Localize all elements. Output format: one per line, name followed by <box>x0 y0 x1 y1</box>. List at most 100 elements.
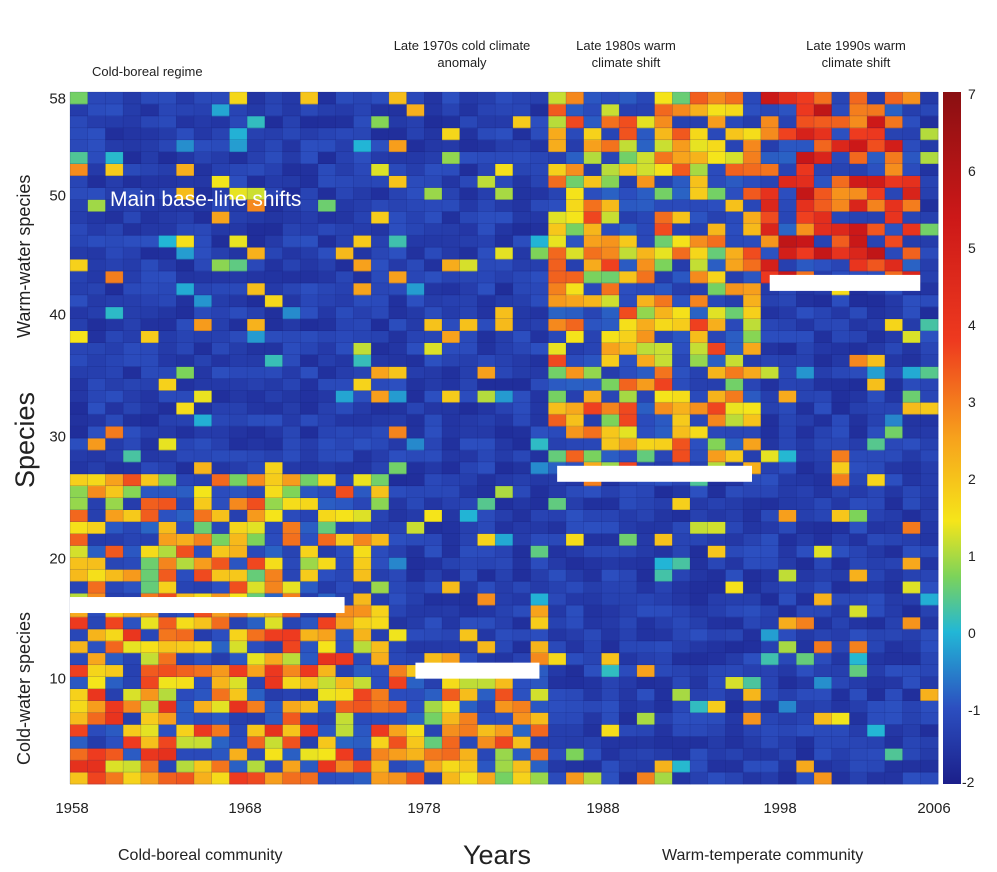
heatmap-cell <box>318 533 337 546</box>
heatmap-cell <box>884 211 903 224</box>
heatmap-cell <box>70 628 89 642</box>
heatmap-cell <box>353 449 372 463</box>
heatmap-cell <box>566 187 585 200</box>
heatmap-cell <box>459 545 478 558</box>
heatmap-cell <box>902 449 921 463</box>
heatmap-cell <box>619 414 638 427</box>
heatmap-cell <box>707 688 726 701</box>
heatmap-cell <box>495 139 514 153</box>
heatmap-cell <box>672 569 691 582</box>
heatmap-cell <box>814 605 833 618</box>
heatmap-cell <box>636 187 655 200</box>
heatmap-cell <box>300 628 319 642</box>
heatmap-cell <box>725 449 744 463</box>
heatmap-cell <box>672 748 691 761</box>
heatmap-cell <box>814 402 833 415</box>
heatmap-cell <box>477 223 496 236</box>
heatmap-cell <box>442 605 461 618</box>
heatmap-cell <box>796 593 815 606</box>
heatmap-cell <box>123 151 142 164</box>
heatmap-cell <box>70 235 89 248</box>
heatmap-cell <box>353 318 372 332</box>
heatmap-cell <box>459 366 478 379</box>
heatmap-cell <box>176 640 195 654</box>
heatmap-cell <box>884 533 903 546</box>
heatmap-cell <box>512 736 531 749</box>
heatmap-cell <box>264 366 283 379</box>
heatmap-cell <box>442 151 461 164</box>
heatmap-cell <box>814 342 833 355</box>
heatmap-cell <box>123 676 142 689</box>
heatmap-cell <box>601 652 620 666</box>
heatmap-cell <box>459 652 478 666</box>
heatmap-cell <box>654 282 673 296</box>
heatmap-cell <box>814 211 833 224</box>
heatmap-cell <box>601 485 620 499</box>
heatmap-cell <box>424 270 443 284</box>
heatmap-cell <box>406 151 425 164</box>
heatmap-cell <box>636 497 655 510</box>
heatmap-cell <box>158 294 177 308</box>
heatmap-cell <box>123 736 142 749</box>
heatmap-cell <box>601 628 620 642</box>
heatmap-cell <box>87 270 106 284</box>
heatmap-cell <box>105 282 124 296</box>
heatmap-cell <box>318 342 337 355</box>
heatmap-cell <box>229 414 248 427</box>
heatmap-cell <box>211 712 230 725</box>
heatmap-cell <box>371 712 390 725</box>
heatmap-cell <box>849 640 868 654</box>
heatmap-cell <box>566 175 585 188</box>
heatmap-cell <box>300 366 319 379</box>
heatmap-cell <box>814 497 833 510</box>
heatmap-cell <box>335 163 354 176</box>
heatmap-cell <box>707 724 726 737</box>
heatmap-cell <box>654 485 673 499</box>
heatmap-cell <box>725 772 744 785</box>
heatmap-cell <box>87 211 106 224</box>
heatmap-cell <box>282 473 301 487</box>
heatmap-cell <box>867 211 886 224</box>
heatmap-cell <box>831 640 850 654</box>
heatmap-cell <box>211 461 230 475</box>
heatmap-cell <box>442 223 461 236</box>
heatmap-cell <box>424 414 443 427</box>
heatmap-cell <box>264 211 283 224</box>
heatmap-cell <box>743 187 762 200</box>
heatmap-cell <box>601 294 620 308</box>
heatmap-cell <box>371 628 390 642</box>
heatmap-cell <box>371 223 390 236</box>
heatmap-cell <box>282 223 301 236</box>
heatmap-cell <box>672 688 691 701</box>
heatmap-cell <box>707 605 726 618</box>
heatmap-cell <box>920 461 939 475</box>
heatmap-cell <box>867 712 886 725</box>
heatmap-cell <box>619 139 638 153</box>
heatmap-cell <box>672 187 691 200</box>
heatmap-cell <box>353 557 372 570</box>
heatmap-cell <box>70 438 89 451</box>
heatmap-cell <box>70 449 89 463</box>
heatmap-cell <box>105 259 124 272</box>
heatmap-cell <box>583 151 602 164</box>
heatmap-cell <box>105 473 124 487</box>
heatmap-cell <box>158 151 177 164</box>
heatmap-cell <box>371 593 390 606</box>
heatmap-cell <box>636 640 655 654</box>
heatmap-cell <box>388 652 407 666</box>
heatmap-cell <box>690 438 709 451</box>
heatmap-cell <box>459 151 478 164</box>
heatmap-cell <box>176 247 195 260</box>
heatmap-cell <box>264 402 283 415</box>
heatmap-cell <box>707 270 726 284</box>
heatmap-cell <box>300 330 319 343</box>
heatmap-cell <box>902 175 921 188</box>
heatmap-cell <box>725 426 744 439</box>
heatmap-cell <box>335 772 354 785</box>
heatmap-cell <box>690 115 709 129</box>
heatmap-cell <box>158 426 177 439</box>
heatmap-cell <box>406 139 425 153</box>
heatmap-cell <box>318 414 337 427</box>
heatmap-cell <box>282 676 301 689</box>
heatmap-cell <box>353 581 372 594</box>
